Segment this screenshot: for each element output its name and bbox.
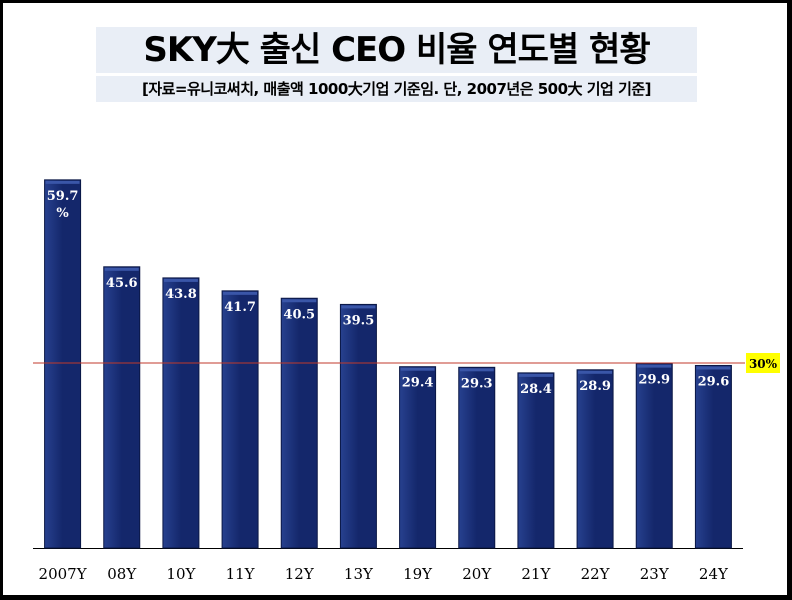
bar-08Y xyxy=(103,266,141,549)
data-label-11Y: 41.7 xyxy=(224,300,256,315)
reference-label-box xyxy=(746,353,780,373)
bar-top-highlight xyxy=(696,366,731,370)
title-banner: SKY大 출신 CEO 비율 연도별 현황 xyxy=(96,27,697,73)
bar-22Y xyxy=(576,369,614,549)
bar-top-highlight xyxy=(637,364,672,368)
bar-12Y xyxy=(280,297,318,549)
data-label-20Y: 29.3 xyxy=(461,376,493,391)
chart-subtitle: [자료=유니코써치, 매출액 1000大기업 기준임. 단, 2007년은 50… xyxy=(141,80,652,98)
data-label-08Y: 45.6 xyxy=(106,276,138,291)
data-label-24Y: 29.6 xyxy=(698,374,730,389)
bar-19Y xyxy=(399,366,437,549)
bar-top-highlight xyxy=(459,368,494,372)
x-tick-label-20Y: 20Y xyxy=(462,565,492,583)
data-label-13Y: 39.5 xyxy=(343,313,375,328)
x-tick-label-08Y: 08Y xyxy=(107,565,137,583)
bar-13Y xyxy=(339,303,377,549)
x-tick-label-2007Y: 2007Y xyxy=(39,565,88,583)
x-tick-label-19Y: 19Y xyxy=(403,565,433,583)
data-label-22Y: 28.9 xyxy=(579,379,611,394)
bar-top-highlight xyxy=(341,305,376,309)
x-tick-label-21Y: 21Y xyxy=(521,565,551,583)
bar-top-highlight xyxy=(400,367,435,371)
x-tick-label-11Y: 11Y xyxy=(226,565,256,583)
bar-top-highlight xyxy=(578,370,613,374)
bar-10Y xyxy=(162,277,200,549)
reference-label: 30% xyxy=(749,357,778,371)
bar-top-highlight xyxy=(104,267,139,271)
chart-title: SKY大 출신 CEO 비율 연도별 현황 xyxy=(143,30,650,70)
bar-23Y xyxy=(635,363,673,549)
bar-20Y xyxy=(458,366,496,549)
bar-top-highlight xyxy=(45,180,80,184)
bar-21Y xyxy=(517,372,555,549)
x-tick-label-12Y: 12Y xyxy=(285,565,315,583)
x-tick-label-23Y: 23Y xyxy=(640,565,670,583)
subtitle-banner: [자료=유니코써치, 매출액 1000大기업 기준임. 단, 2007년은 50… xyxy=(96,76,697,102)
data-label-23Y: 29.9 xyxy=(638,373,670,388)
bar-top-highlight xyxy=(163,278,198,282)
bar-top-highlight xyxy=(223,291,258,295)
data-label-2007Y: 59.7% xyxy=(47,189,79,221)
data-label-10Y: 43.8 xyxy=(165,287,197,302)
x-tick-label-10Y: 10Y xyxy=(166,565,196,583)
data-label-21Y: 28.4 xyxy=(520,382,552,397)
bar-top-highlight xyxy=(282,299,317,303)
data-label-12Y: 40.5 xyxy=(283,307,315,322)
bar-11Y xyxy=(221,290,259,549)
bar-2007Y xyxy=(44,179,82,549)
x-tick-label-22Y: 22Y xyxy=(581,565,611,583)
bar-24Y xyxy=(694,364,732,549)
x-tick-label-24Y: 24Y xyxy=(699,565,729,583)
x-tick-label-13Y: 13Y xyxy=(344,565,374,583)
data-label-19Y: 29.4 xyxy=(402,376,434,391)
bar-top-highlight xyxy=(518,373,553,377)
